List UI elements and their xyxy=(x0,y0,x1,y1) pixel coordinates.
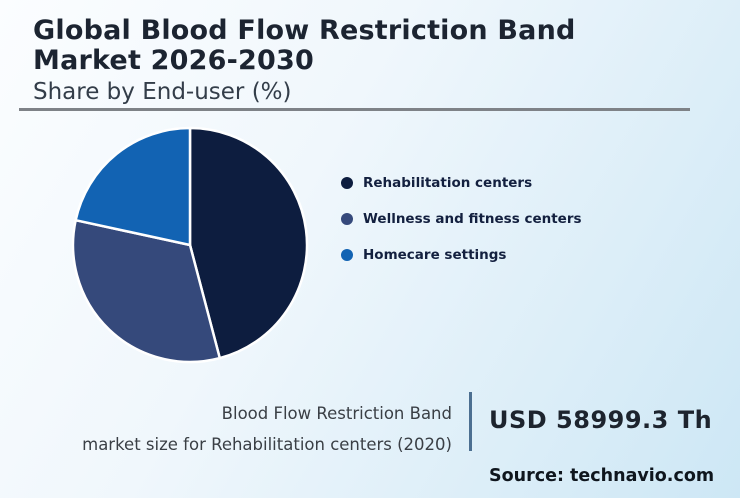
legend: Rehabilitation centers Wellness and fitn… xyxy=(341,174,582,284)
pie-slice-homecare-settings xyxy=(74,126,192,247)
stat-divider xyxy=(469,392,472,451)
source-credit: Source: technavio.com xyxy=(489,466,715,486)
stat-value: USD 58999.3 Th xyxy=(489,406,713,434)
pie-chart-svg xyxy=(71,126,309,364)
header: Global Blood Flow Restriction Band Market… xyxy=(33,15,713,106)
pie-chart xyxy=(70,125,310,365)
stat-label-line-1: Blood Flow Restriction Band xyxy=(221,404,452,423)
page-subtitle: Share by End-user (%) xyxy=(33,79,292,106)
legend-swatch-icon xyxy=(341,248,353,261)
stat-label: Blood Flow Restriction Band market size … xyxy=(32,398,452,460)
stat-label-line-2: market size for Rehabilitation centers (… xyxy=(82,435,452,454)
page-title: Global Blood Flow Restriction Band Market… xyxy=(33,15,713,77)
legend-item: Homecare settings xyxy=(341,246,582,263)
legend-swatch-icon xyxy=(341,212,353,225)
title-line-2: Market 2026-2030 xyxy=(33,45,314,77)
legend-swatch-icon xyxy=(341,176,353,189)
header-divider xyxy=(19,108,690,111)
legend-item: Wellness and fitness centers xyxy=(341,210,582,227)
legend-item-label: Rehabilitation centers xyxy=(363,174,533,191)
pie-slice-wellness-and-fitness-centers xyxy=(71,218,222,364)
pie-slice-rehabilitation-centers xyxy=(188,126,309,360)
legend-item-label: Homecare settings xyxy=(363,246,507,263)
legend-item: Rehabilitation centers xyxy=(341,174,582,191)
title-line-1: Global Blood Flow Restriction Band xyxy=(33,15,576,46)
legend-item-label: Wellness and fitness centers xyxy=(363,210,582,227)
